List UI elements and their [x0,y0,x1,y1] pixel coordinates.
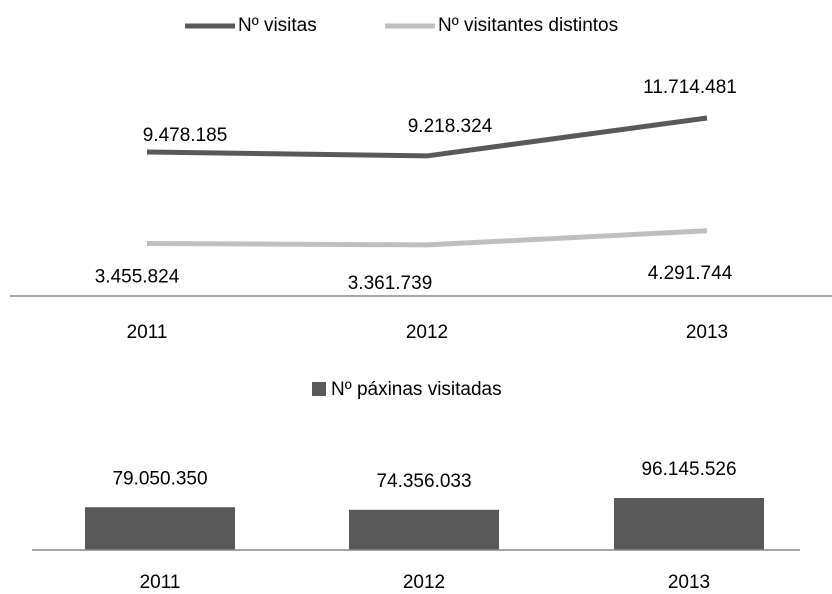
data-label: 4.291.744 [648,263,733,284]
line-series [146,115,708,159]
x-tick-label: 2013 [686,322,728,343]
data-label: 9.218.324 [408,116,493,137]
legend-label: Nº visitantes distintos [438,15,618,36]
bar [349,509,499,550]
x-tick-label: 2011 [140,572,181,593]
x-tick-label: 2012 [406,322,448,343]
data-label: 11.714.481 [643,77,737,98]
x-tick-label: 2013 [668,572,710,593]
data-label: 74.356.033 [376,471,471,492]
data-label: 96.145.526 [641,459,736,480]
data-label: 3.361.739 [348,273,433,294]
x-tick-label: 2012 [403,572,445,593]
bar [614,498,764,550]
line-series [146,228,708,248]
data-label: 3.455.824 [95,267,180,288]
data-label: 79.050.350 [112,468,207,489]
data-label: 9.478.185 [143,125,228,146]
legend-label: Nº páxinas visitadas [331,379,502,400]
x-tick-label: 2011 [127,322,168,343]
legend-label: Nº visitas [238,15,317,36]
bar [85,507,235,550]
legend-swatch [312,382,326,396]
